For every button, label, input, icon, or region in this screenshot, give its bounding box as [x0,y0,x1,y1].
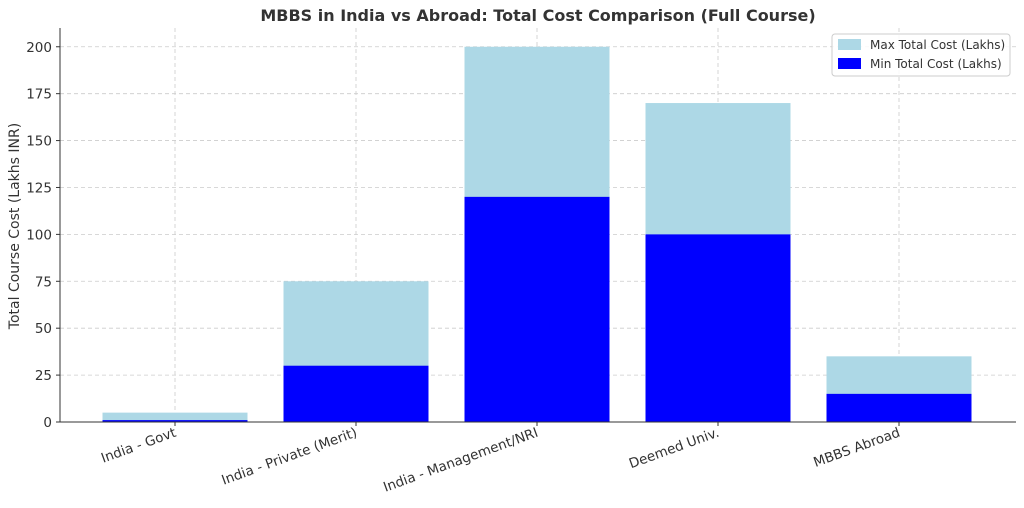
y-tick-label: 100 [26,227,52,243]
y-axis-label: Total Course Cost (Lakhs INR) [7,123,23,330]
bar-min-total-cost [102,420,248,422]
y-tick-label: 200 [26,40,52,56]
chart-title: MBBS in India vs Abroad: Total Cost Comp… [260,6,815,25]
x-tick-label: India - Management/NRI [381,425,540,496]
bar-max-total-cost [102,412,248,422]
legend-swatch-min [838,58,861,69]
x-tick-label: MBBS Abroad [811,425,902,471]
y-tick-label: 25 [35,368,52,384]
legend: Max Total Cost (Lakhs) Min Total Cost (L… [831,33,1011,77]
x-tick-label: Deemed Univ. [627,425,722,472]
bar-min-total-cost [645,234,791,422]
legend-swatch-max [838,39,861,50]
legend-label-max: Max Total Cost (Lakhs) [870,38,1005,52]
y-tick-label: 125 [26,180,52,196]
bars-layer [102,46,972,423]
x-ticks: India - Govt India - Private (Merit) India… [99,422,902,496]
bar-min-total-cost [464,196,610,422]
y-ticks: 0 25 50 75 100 125 150 175 200 [26,40,60,431]
y-tick-label: 75 [35,274,52,290]
y-tick-label: 175 [26,87,52,103]
legend-frame [831,33,1011,77]
y-tick-label: 50 [35,321,52,337]
legend-label-min: Min Total Cost (Lakhs) [870,57,1002,71]
bar-min-total-cost [283,365,429,422]
bar-min-total-cost [826,393,972,422]
y-tick-label: 150 [26,134,52,150]
y-tick-label: 0 [43,415,52,431]
x-tick-label: India - Govt [99,425,178,467]
x-tick-label: India - Private (Merit) [219,425,359,489]
